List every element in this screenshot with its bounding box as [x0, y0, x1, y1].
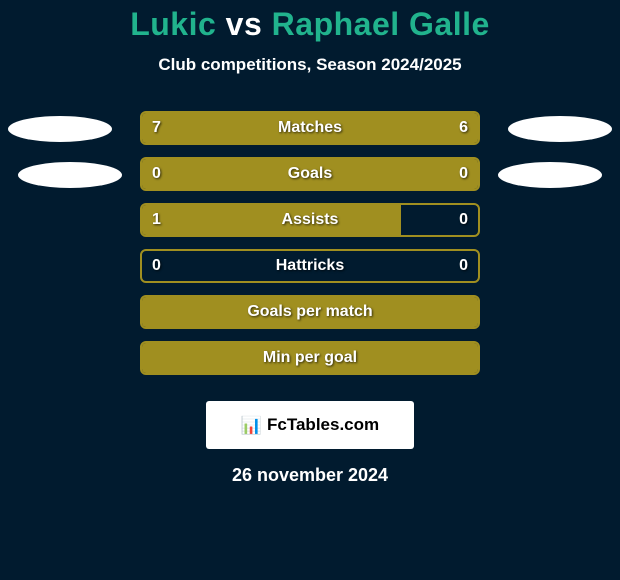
stat-value-right: 6	[459, 111, 468, 145]
stat-bar-fill-right	[323, 113, 478, 143]
stat-row: Min per goal	[0, 341, 620, 387]
stat-value-right: 0	[459, 157, 468, 191]
stat-bar-track	[140, 295, 480, 329]
stat-value-right: 0	[459, 203, 468, 237]
player-badge-right	[508, 116, 612, 142]
stat-row: Goals per match	[0, 295, 620, 341]
stat-value-left: 0	[152, 157, 161, 191]
stat-bar-track	[140, 341, 480, 375]
stat-value-left: 1	[152, 203, 161, 237]
stat-bar-fill-left	[142, 343, 478, 373]
date: 26 november 2024	[0, 465, 620, 486]
stat-value-left: 0	[152, 249, 161, 283]
stat-bar-track	[140, 111, 480, 145]
stat-row: 10Assists	[0, 203, 620, 249]
title-player1: Lukic	[130, 6, 216, 42]
chart-icon: 📊	[241, 417, 262, 434]
logo: 📊 FcTables.com	[241, 415, 379, 435]
logo-box: 📊 FcTables.com	[206, 401, 414, 449]
stat-bar-fill-left	[142, 113, 323, 143]
stat-bar-track	[140, 157, 480, 191]
page-title: Lukic vs Raphael Galle	[0, 6, 620, 43]
player-badge-left	[18, 162, 122, 188]
stat-row: 00Hattricks	[0, 249, 620, 295]
stat-bar-fill-left	[142, 205, 401, 235]
stats-block: 76Matches00Goals10Assists00HattricksGoal…	[0, 111, 620, 387]
stat-bar-fill-right	[310, 159, 478, 189]
player-badge-right	[498, 162, 602, 188]
stat-value-right: 0	[459, 249, 468, 283]
stat-value-left: 7	[152, 111, 161, 145]
stat-bar-fill-left	[142, 159, 310, 189]
title-vs: vs	[226, 6, 263, 42]
logo-text: FcTables.com	[267, 415, 379, 435]
stat-row: 00Goals	[0, 157, 620, 203]
stat-bar-track	[140, 203, 480, 237]
stat-bar-fill-left	[142, 297, 478, 327]
comparison-infographic: Lukic vs Raphael Galle Club competitions…	[0, 0, 620, 580]
stat-bar-track	[140, 249, 480, 283]
stat-row: 76Matches	[0, 111, 620, 157]
title-player2: Raphael Galle	[272, 6, 490, 42]
player-badge-left	[8, 116, 112, 142]
subtitle: Club competitions, Season 2024/2025	[0, 55, 620, 75]
